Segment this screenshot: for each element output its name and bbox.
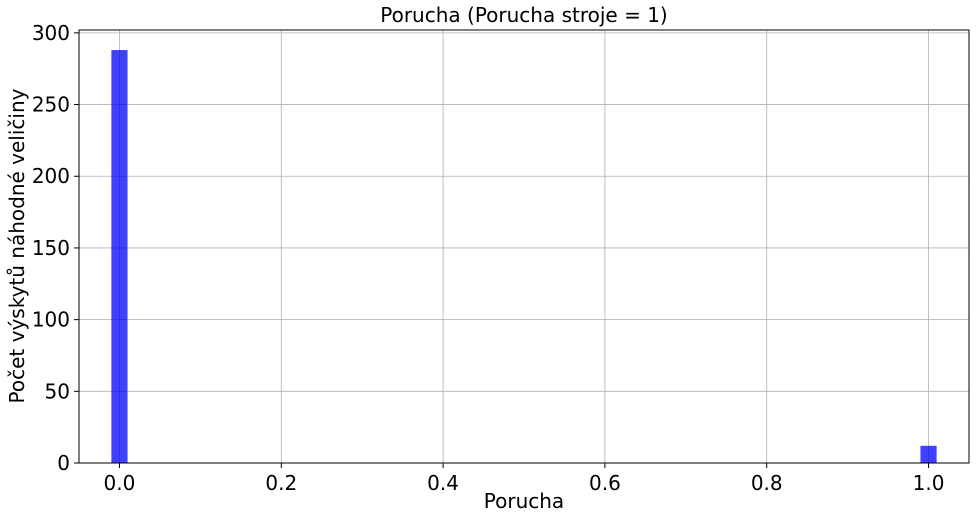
y-tick-label: 150: [32, 236, 70, 260]
y-tick-label: 250: [32, 93, 70, 117]
y-axis-ticks: 0 50 100 150 200 250 300: [32, 21, 79, 475]
histogram-bar: [111, 50, 128, 464]
y-tick-label: 0: [57, 451, 70, 475]
x-tick-label: 0.6: [589, 471, 621, 495]
x-tick-label: 0.2: [265, 471, 297, 495]
y-axis-label: Počet výskytů náhodné veličiny: [5, 88, 29, 403]
x-tick-label: 0.4: [427, 471, 459, 495]
y-tick-label: 50: [45, 379, 70, 403]
y-tick-label: 100: [32, 308, 70, 332]
y-tick-label: 300: [32, 21, 70, 45]
y-tick-label: 200: [32, 164, 70, 188]
x-tick-label: 0.8: [751, 471, 783, 495]
grid-lines: [79, 30, 969, 464]
x-tick-label: 1.0: [913, 471, 945, 495]
x-axis-ticks: 0.0 0.2 0.4 0.6 0.8 1.0: [104, 463, 945, 495]
chart-title: Porucha (Porucha stroje = 1): [380, 3, 667, 27]
bars: [111, 50, 937, 464]
plot-frame: [78, 29, 970, 464]
histogram-bar: [920, 445, 937, 463]
x-axis-label: Porucha: [484, 489, 564, 513]
x-tick-label: 0.0: [104, 471, 136, 495]
